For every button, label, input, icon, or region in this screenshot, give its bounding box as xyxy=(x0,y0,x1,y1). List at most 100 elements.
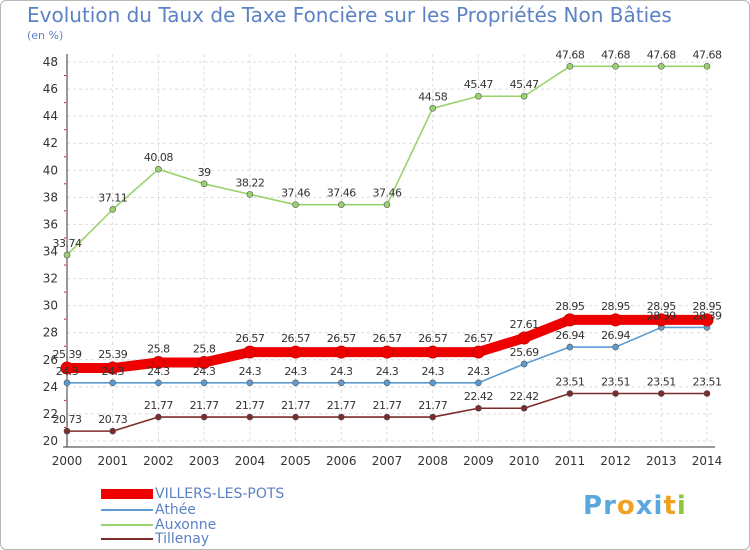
data-point xyxy=(337,413,345,421)
legend-label: Tillenay xyxy=(155,531,210,547)
data-label: 28.95 xyxy=(693,300,722,313)
data-label: 20.73 xyxy=(53,413,82,426)
y-tick-label: 28 xyxy=(43,326,58,340)
data-point xyxy=(429,413,437,421)
proxiti-logo: Proxiti xyxy=(583,491,687,521)
data-point xyxy=(475,379,482,387)
data-label: 21.77 xyxy=(373,399,402,412)
data-point xyxy=(292,201,299,208)
data-label: 39 xyxy=(198,166,211,179)
x-tick-label: 2007 xyxy=(372,454,403,468)
data-label: 28.95 xyxy=(647,300,676,313)
data-point xyxy=(337,379,345,387)
data-label: 24.3 xyxy=(239,365,262,378)
y-tick-label: 42 xyxy=(43,136,58,150)
data-point xyxy=(517,331,531,345)
logo-letter: o xyxy=(616,491,636,521)
data-point xyxy=(566,63,574,70)
data-label: 28.39 xyxy=(693,309,722,322)
data-label: 37.46 xyxy=(373,187,402,200)
data-label: 25.39 xyxy=(53,348,82,361)
data-label: 24.3 xyxy=(101,365,124,378)
legend-item-auxonne: Auxonne xyxy=(101,517,216,533)
x-tick-label: 2004 xyxy=(235,454,266,468)
x-tick-label: 2005 xyxy=(280,454,311,468)
data-label: 38.22 xyxy=(235,176,264,189)
data-point xyxy=(109,427,117,435)
data-point xyxy=(155,165,162,173)
legend-swatch xyxy=(101,524,153,526)
y-tick-label: 38 xyxy=(43,190,58,204)
data-label: 47.68 xyxy=(693,48,722,61)
data-point xyxy=(200,180,208,188)
x-tick-label: 2003 xyxy=(189,454,220,468)
data-point xyxy=(609,313,623,327)
data-point xyxy=(429,379,437,387)
data-point xyxy=(63,427,71,435)
data-label: 26.94 xyxy=(601,329,630,342)
y-tick-label: 48 xyxy=(43,55,58,69)
y-tick-label: 22 xyxy=(43,407,58,421)
data-label: 24.3 xyxy=(284,365,307,378)
x-tick-label: 2001 xyxy=(97,454,128,468)
data-label: 21.77 xyxy=(281,399,310,412)
data-label: 45.47 xyxy=(464,78,493,91)
data-point xyxy=(612,343,619,351)
logo-letter: r xyxy=(603,491,617,521)
logo-letter: i xyxy=(653,491,664,521)
y-tick-label: 20 xyxy=(43,434,58,448)
data-label: 37.46 xyxy=(281,187,310,200)
data-label: 40.08 xyxy=(144,151,173,164)
x-tick-label: 2002 xyxy=(143,454,174,468)
logo-letter: x xyxy=(635,491,654,521)
data-label: 28.95 xyxy=(601,300,630,313)
data-label: 24.3 xyxy=(421,365,444,378)
data-label: 23.51 xyxy=(647,375,676,388)
data-label: 23.51 xyxy=(555,375,584,388)
data-point xyxy=(292,379,299,387)
data-label: 33.74 xyxy=(53,237,82,250)
data-point xyxy=(703,63,711,70)
data-label: 27.61 xyxy=(510,318,539,331)
logo-letter: t xyxy=(663,491,677,521)
y-tick-label: 44 xyxy=(43,109,58,123)
data-point xyxy=(63,379,71,387)
data-point xyxy=(657,390,665,397)
data-point xyxy=(246,379,254,387)
y-tick-label: 32 xyxy=(43,272,58,286)
data-point xyxy=(383,201,391,208)
x-tick-label: 2012 xyxy=(600,454,631,468)
data-point xyxy=(380,345,394,359)
data-point xyxy=(566,390,574,397)
data-label: 47.68 xyxy=(647,48,676,61)
data-label: 25.39 xyxy=(98,348,127,361)
data-point xyxy=(200,379,208,387)
data-label: 25.8 xyxy=(193,342,216,355)
data-point xyxy=(197,355,211,369)
data-point xyxy=(292,413,299,421)
data-point xyxy=(383,379,391,387)
data-point xyxy=(109,206,117,213)
data-label: 37.11 xyxy=(98,191,127,204)
data-point xyxy=(383,413,391,421)
x-tick-label: 2014 xyxy=(692,454,723,468)
data-label: 25.8 xyxy=(147,342,170,355)
x-tick-label: 2000 xyxy=(52,454,83,468)
data-point xyxy=(289,345,303,359)
data-point xyxy=(151,355,165,369)
data-point xyxy=(60,361,74,375)
y-tick-label: 26 xyxy=(43,353,58,367)
data-point xyxy=(106,361,120,375)
data-label: 26.57 xyxy=(235,332,264,345)
data-point xyxy=(63,251,71,259)
x-tick-label: 2011 xyxy=(555,454,586,468)
data-label: 25.69 xyxy=(510,346,539,359)
legend-item-villers-les-pots: VILLERS-LES-POTS xyxy=(101,486,284,502)
data-point xyxy=(243,345,257,359)
data-label: 28.39 xyxy=(647,309,676,322)
logo-letter: P xyxy=(583,491,604,521)
data-label: 26.57 xyxy=(418,332,447,345)
data-point xyxy=(200,413,208,421)
data-label: 45.47 xyxy=(510,78,539,91)
